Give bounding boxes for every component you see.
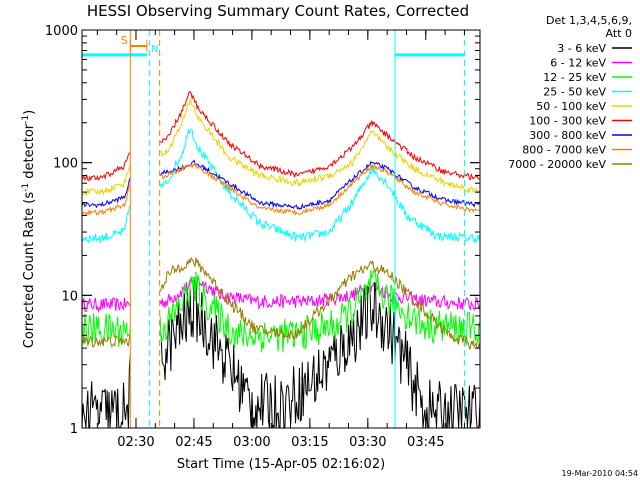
series-line-7 (81, 161, 481, 217)
series-line-5 (81, 91, 481, 182)
legend-entry-label: 7000 - 20000 keV (508, 158, 606, 171)
legend-entry-label: 6 - 12 keV (550, 57, 606, 70)
series-line-4 (81, 98, 481, 196)
series-line-3 (81, 128, 481, 245)
legend-entry-label: 100 - 300 keV (529, 115, 606, 128)
series-line-8 (81, 256, 481, 350)
y-tick-label: 10 (61, 289, 78, 304)
y-tick-label: 1 (70, 422, 78, 437)
plot-overlays-group: SN (82, 30, 466, 428)
legend: Det 1,3,4,5,6,9,Att 03 - 6 keV 6 - 12 keV… (508, 14, 632, 171)
x-tick-label: 03:00 (233, 435, 270, 450)
y-axis-label: Corrected Count Rate (s-1 detector-1) (21, 110, 37, 348)
y-tick-label: 1000 (45, 24, 78, 39)
legend-entry-label: 12 - 25 keV (543, 71, 606, 84)
saa-label: S (121, 34, 128, 47)
x-tick-label: 03:15 (291, 435, 328, 450)
chart-title: HESSI Observing Summary Count Rates, Cor… (87, 2, 469, 20)
series-line-6 (81, 159, 481, 211)
legend-entry-label: 800 - 7000 keV (522, 144, 606, 157)
x-tick-label: 03:30 (349, 435, 386, 450)
plot-frame (81, 29, 481, 429)
night-label: N (151, 44, 158, 55)
legend-entry-label: 50 - 100 keV (536, 100, 606, 113)
timestamp: 19-Mar-2010 04:54 (562, 469, 639, 478)
y-axis-label-end: ) (22, 110, 37, 115)
series-line-1 (81, 276, 481, 314)
y-axis-label-sup1: -1 (21, 183, 31, 192)
x-axis: 02:30 02:45 03:00 03:15 03:30 03:45 (96, 30, 465, 450)
x-tick-label: 02:30 (117, 435, 154, 450)
x-tick-label: 02:45 (175, 435, 212, 450)
y-tick-label: 100 (53, 157, 78, 172)
plot-series-group (81, 91, 481, 430)
legend-header-line: Att 0 (606, 27, 632, 40)
series-line-2 (81, 269, 481, 353)
legend-entry-label: 25 - 50 keV (543, 86, 606, 99)
x-tick-label: 03:45 (407, 435, 444, 450)
legend-header-line: Det 1,3,4,5,6,9, (546, 14, 632, 27)
legend-entry-label: 300 - 800 keV (529, 129, 606, 142)
series-line-0 (81, 276, 481, 430)
legend-entry-label: 3 - 6 keV (557, 42, 606, 55)
y-axis-label-sup2: -1 (21, 115, 31, 124)
y-axis-label-main: Corrected Count Rate (s (22, 192, 37, 349)
y-axis: 1 10 100 1000 (45, 24, 480, 437)
x-axis-label: Start Time (15-Apr-05 02:16:02) (177, 457, 385, 472)
y-axis-label-mid: detector (22, 123, 37, 183)
